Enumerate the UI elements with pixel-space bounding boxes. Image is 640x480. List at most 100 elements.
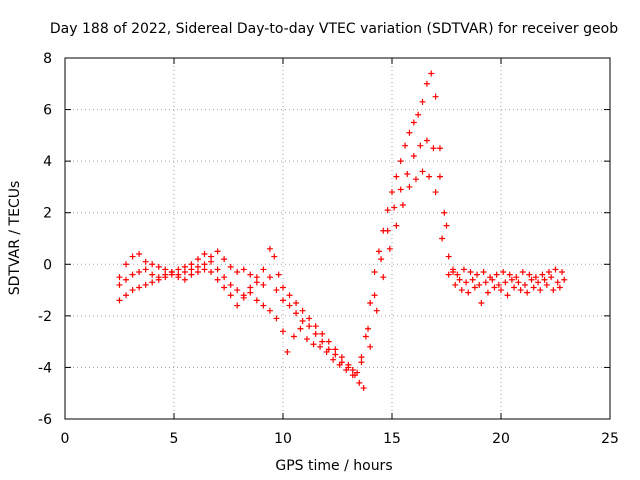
data-point (375, 248, 382, 255)
data-point (467, 269, 474, 276)
data-point (528, 276, 535, 283)
data-point (266, 245, 273, 252)
data-point (319, 330, 326, 337)
data-point (181, 276, 188, 283)
data-point (441, 209, 448, 216)
data-point (330, 356, 337, 363)
data-point (188, 271, 195, 278)
data-point (436, 173, 443, 180)
data-point (253, 274, 260, 281)
data-point (317, 343, 324, 350)
data-point (247, 289, 254, 296)
data-point (201, 261, 208, 268)
data-point (214, 276, 221, 283)
data-point (426, 173, 433, 180)
data-point (227, 263, 234, 270)
data-point (552, 266, 559, 273)
data-point (221, 284, 228, 291)
data-point (273, 287, 280, 294)
data-point (293, 310, 300, 317)
data-point (543, 281, 550, 288)
data-point (502, 279, 509, 286)
data-point (445, 253, 452, 260)
data-point (541, 276, 548, 283)
data-point (175, 266, 182, 273)
data-point (116, 274, 123, 281)
x-tick-label: 25 (601, 431, 619, 447)
data-point (513, 274, 520, 281)
series-upper-track (116, 70, 566, 376)
y-tick-label: 4 (43, 154, 52, 170)
data-point (432, 93, 439, 100)
data-point (391, 204, 398, 211)
data-point (469, 276, 476, 283)
data-point (188, 266, 195, 273)
data-point (136, 269, 143, 276)
data-point (149, 279, 156, 286)
data-point (227, 281, 234, 288)
data-point (367, 343, 374, 350)
data-point (537, 287, 544, 294)
data-point (519, 269, 526, 276)
data-point (393, 222, 400, 229)
data-point (149, 261, 156, 268)
data-point (439, 235, 446, 242)
data-point (423, 137, 430, 144)
data-point (343, 367, 350, 374)
x-tick-label: 20 (492, 431, 510, 447)
grid (65, 58, 610, 419)
data-point (208, 269, 215, 276)
data-point (432, 189, 439, 196)
data-point (373, 307, 380, 314)
data-point (423, 80, 430, 87)
data-point (378, 256, 385, 263)
data-point (550, 287, 557, 294)
data-point (517, 287, 524, 294)
data-point (471, 284, 478, 291)
y-tick-label: 0 (43, 257, 52, 273)
data-point (116, 297, 123, 304)
data-point (380, 274, 387, 281)
data-point (234, 269, 241, 276)
data-point (493, 271, 500, 278)
y-tick-label: -6 (38, 412, 52, 428)
data-point (208, 253, 215, 260)
data-point (365, 325, 372, 332)
data-point (349, 372, 356, 379)
data-point (397, 186, 404, 193)
x-tick-label: 10 (274, 431, 292, 447)
data-point (539, 271, 546, 278)
data-point (458, 287, 465, 294)
data-point (194, 269, 201, 276)
data-point (188, 261, 195, 268)
data-point (129, 287, 136, 294)
data-point (360, 385, 367, 392)
data-point (142, 266, 149, 273)
data-point (162, 274, 169, 281)
data-point (498, 287, 504, 294)
data-point (275, 271, 282, 278)
data-point (168, 271, 175, 278)
data-point (428, 70, 435, 77)
data-point (535, 279, 542, 286)
data-point (227, 292, 234, 299)
data-point (406, 183, 413, 190)
x-axis-label: GPS time / hours (275, 458, 392, 474)
data-point (384, 207, 391, 214)
data-point (495, 281, 502, 288)
data-point (532, 274, 539, 281)
data-point (253, 297, 260, 304)
data-point (443, 222, 450, 229)
data-point (480, 269, 487, 276)
data-point (123, 292, 130, 299)
data-point (561, 276, 568, 283)
data-point (530, 284, 537, 291)
data-point (299, 307, 306, 314)
data-point (548, 274, 555, 281)
data-point (260, 302, 267, 309)
data-point (436, 145, 443, 152)
plot-frame (64, 57, 611, 420)
data-point (336, 361, 343, 368)
data-point (286, 292, 293, 299)
